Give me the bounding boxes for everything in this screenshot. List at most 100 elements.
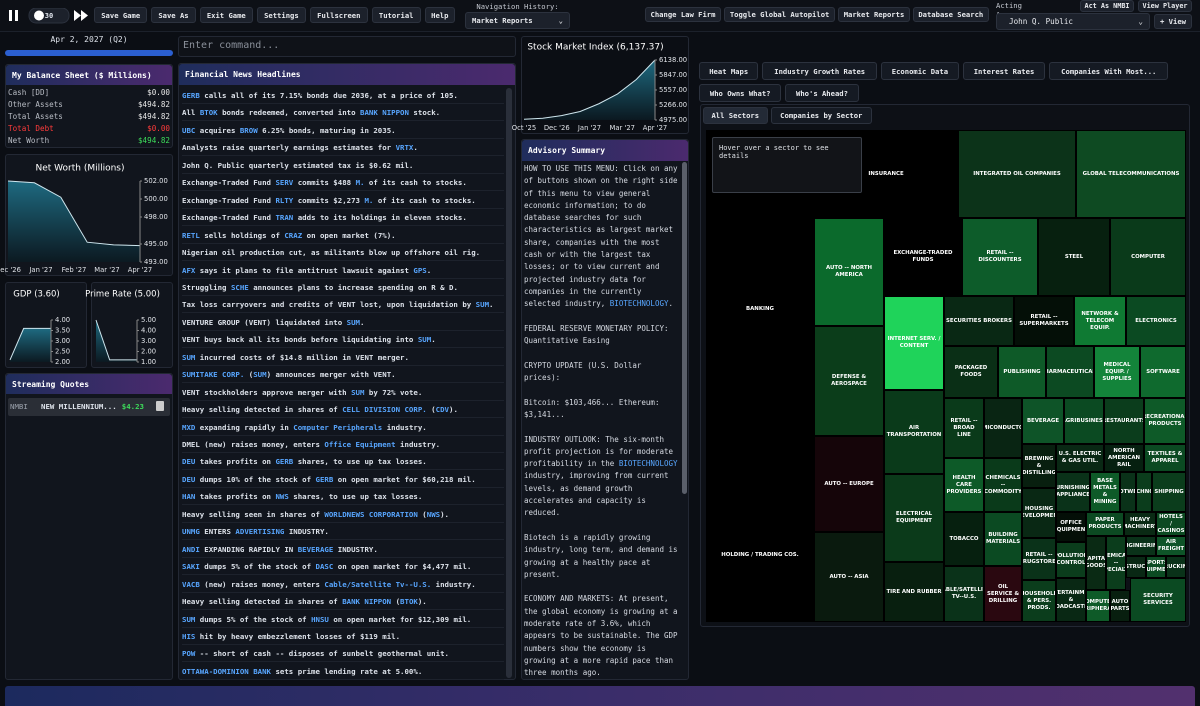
- sector[interactable]: INTERNET SERV. / CONTENT: [884, 296, 944, 390]
- link[interactable]: DEU: [182, 457, 196, 467]
- sector[interactable]: AUTO -- EUROPE: [814, 436, 884, 532]
- link[interactable]: BROW: [239, 125, 258, 135]
- tab[interactable]: Companies With Most...: [1049, 62, 1169, 80]
- link[interactable]: GERB: [182, 91, 200, 100]
- sector[interactable]: AIR TRANSPORTATION: [884, 390, 944, 474]
- link[interactable]: NWS: [426, 509, 441, 519]
- link[interactable]: GERB: [315, 474, 334, 484]
- link[interactable]: OTTAWA-DOMINION BANK: [182, 666, 271, 676]
- sector[interactable]: GLOBAL TELECOMMUNICATIONS: [1076, 130, 1186, 218]
- link[interactable]: DASC: [315, 562, 334, 572]
- sector[interactable]: CHEMICALS -- COMMODITY: [984, 458, 1022, 512]
- sector[interactable]: U.S. ELECTRIC & GAS UTIL.: [1056, 444, 1104, 472]
- link[interactable]: Computer Peripherals: [293, 422, 383, 432]
- scrollbar[interactable]: [506, 88, 512, 678]
- sector[interactable]: TOBACCO: [944, 512, 984, 566]
- link[interactable]: BTOK: [199, 108, 218, 118]
- sector[interactable]: RESTAURANTS: [1104, 398, 1144, 444]
- sector[interactable]: BIOTECHNOLOGY: [1136, 472, 1152, 512]
- sector[interactable]: TRUCKING: [1166, 556, 1186, 578]
- acting-button[interactable]: Act As NMBI: [1080, 0, 1134, 12]
- link[interactable]: SUM: [351, 387, 365, 397]
- link[interactable]: DEU: [182, 474, 196, 484]
- link[interactable]: SERV: [275, 178, 294, 188]
- link[interactable]: ANDI: [182, 544, 200, 554]
- subtab[interactable]: All Sectors: [703, 107, 768, 124]
- sector[interactable]: PACKAGED FOODS: [944, 346, 998, 398]
- link[interactable]: M.: [364, 195, 374, 205]
- sector[interactable]: RETAIL -- BROAD LINE: [944, 398, 984, 458]
- sector[interactable]: AIR FREIGHT: [1156, 536, 1186, 556]
- sector[interactable]: BASE METALS & MINING: [1090, 472, 1120, 512]
- link[interactable]: GPS: [413, 265, 427, 275]
- nav-button[interactable]: Toggle Global Autopilot: [724, 7, 836, 22]
- link[interactable]: SUM: [417, 335, 432, 345]
- link[interactable]: AFX: [182, 265, 196, 275]
- pause-icon[interactable]: [15, 10, 18, 21]
- toolbar-button[interactable]: Fullscreen: [309, 7, 368, 23]
- sector[interactable]: TEXTILES & APPAREL: [1144, 444, 1186, 472]
- toolbar-button[interactable]: Exit Game: [199, 7, 253, 23]
- sector[interactable]: CABLE/SATELLITE TV--U.S.: [944, 566, 984, 622]
- link[interactable]: SUM: [253, 370, 267, 380]
- link[interactable]: BTOK: [400, 597, 418, 607]
- link[interactable]: CRAZ: [284, 230, 303, 240]
- link[interactable]: SCHE: [230, 282, 249, 292]
- sector[interactable]: HOLDING / TRADING COS.: [706, 488, 814, 622]
- link[interactable]: BIOTECHNOLOGY: [609, 299, 669, 309]
- link[interactable]: CDV: [435, 405, 449, 415]
- quote-row[interactable]: NMBI NEW MILLENNIUM... $4.23: [8, 398, 170, 416]
- link[interactable]: BANK NIPPON: [360, 108, 409, 118]
- link[interactable]: UBC: [182, 125, 196, 135]
- sector[interactable]: ENGINEERING: [1126, 536, 1156, 556]
- acting-button[interactable]: View Player: [1138, 0, 1192, 12]
- fast-forward-icon[interactable]: [74, 10, 88, 21]
- link[interactable]: UNMG: [182, 527, 200, 537]
- sector[interactable]: COMPUTER: [1110, 218, 1186, 296]
- sector[interactable]: HOUSEHOLD & PERS. PRODS.: [1022, 580, 1056, 622]
- toolbar-button[interactable]: Settings: [257, 7, 306, 23]
- sector[interactable]: ENTERTAINMENT & BROADCASTING: [1056, 578, 1086, 622]
- view-button[interactable]: + View: [1154, 14, 1192, 29]
- sector[interactable]: RETAIL -- DRUGSTORES: [1022, 538, 1056, 580]
- player-select[interactable]: John Q. Public ⌄: [996, 13, 1150, 30]
- link[interactable]: SUMITAKE CORP.: [182, 370, 245, 380]
- link[interactable]: GERB: [275, 457, 294, 467]
- toolbar-button[interactable]: Help: [424, 7, 455, 23]
- sector[interactable]: AUTO -- ASIA: [814, 532, 884, 622]
- sector[interactable]: FURNISHINGS / APPLIANCES: [1056, 472, 1090, 512]
- sector[interactable]: FOOTWEAR: [1120, 472, 1136, 512]
- sector[interactable]: STEEL: [1038, 218, 1110, 296]
- toolbar-button[interactable]: Tutorial: [371, 7, 421, 23]
- link[interactable]: SUM: [182, 352, 196, 362]
- sector[interactable]: CONSTRUCTION: [1126, 556, 1146, 578]
- link[interactable]: POW: [182, 649, 196, 659]
- sector[interactable]: PUBLISHING: [998, 346, 1046, 398]
- command-input[interactable]: Enter command...: [178, 36, 516, 57]
- link[interactable]: BANK NIPPON: [342, 597, 392, 607]
- sector[interactable]: BEVERAGE: [1022, 398, 1064, 444]
- sector[interactable]: SECURITY SERVICES: [1130, 578, 1186, 622]
- link[interactable]: HAN: [182, 492, 196, 502]
- link[interactable]: Office Equipment: [324, 440, 396, 449]
- sector[interactable]: RETAIL -- DISCOUNTERS: [962, 218, 1038, 296]
- toolbar-button[interactable]: Save Game: [94, 7, 148, 23]
- link[interactable]: CELL DIVISION CORP.: [342, 405, 427, 415]
- sector[interactable]: SOFTWARE: [1140, 346, 1186, 398]
- nav-button[interactable]: Database Search: [912, 7, 989, 22]
- link[interactable]: SUM: [475, 300, 490, 310]
- sector[interactable]: PAPER PRODUCTS: [1086, 512, 1124, 536]
- sector[interactable]: POLLUTION CONTROL: [1056, 542, 1086, 578]
- nav-button[interactable]: Change Law Firm: [645, 7, 721, 22]
- sector[interactable]: BREWING & DISTILLING: [1022, 444, 1056, 488]
- delete-icon[interactable]: [156, 401, 164, 411]
- tab[interactable]: Who Owns What?: [699, 84, 782, 102]
- sector[interactable]: ELECTRONICS: [1126, 296, 1186, 346]
- link[interactable]: ADVERTISING: [235, 527, 285, 537]
- tab[interactable]: Who's Ahead?: [785, 84, 859, 102]
- sector[interactable]: SPORTS EQUIPMENT: [1146, 556, 1166, 578]
- sector[interactable]: EXCHANGE-TRADED FUNDS: [884, 218, 962, 296]
- sector[interactable]: OIL SERVICE & DRILLING: [984, 566, 1022, 622]
- tab[interactable]: Heat Maps: [699, 62, 759, 80]
- link[interactable]: WORLDNEWS CORPORATION: [324, 509, 418, 519]
